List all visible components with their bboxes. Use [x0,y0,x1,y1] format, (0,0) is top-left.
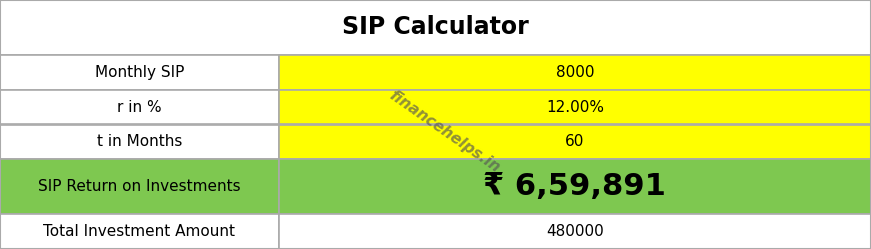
Text: financehelps.in: financehelps.in [386,88,503,176]
Text: ₹ 6,59,891: ₹ 6,59,891 [483,172,666,201]
Bar [0,124,279,159]
Bar [279,214,871,249]
Bar [279,55,871,90]
Text: t in Months: t in Months [97,134,182,149]
Text: r in %: r in % [117,100,162,115]
Bar [0,90,279,124]
Bar [0,214,279,249]
Text: SIP Calculator: SIP Calculator [342,15,529,39]
Text: SIP Return on Investments: SIP Return on Investments [38,179,240,194]
Text: 60: 60 [565,134,584,149]
Bar [0,0,871,55]
Text: 480000: 480000 [546,224,604,239]
Bar [0,159,279,214]
Bar [279,124,871,159]
Bar [279,159,871,214]
Text: Total Investment Amount: Total Investment Amount [44,224,235,239]
Text: 8000: 8000 [556,65,594,80]
Bar [0,55,279,90]
Text: Monthly SIP: Monthly SIP [95,65,184,80]
Text: 12.00%: 12.00% [546,100,604,115]
Bar [279,90,871,124]
